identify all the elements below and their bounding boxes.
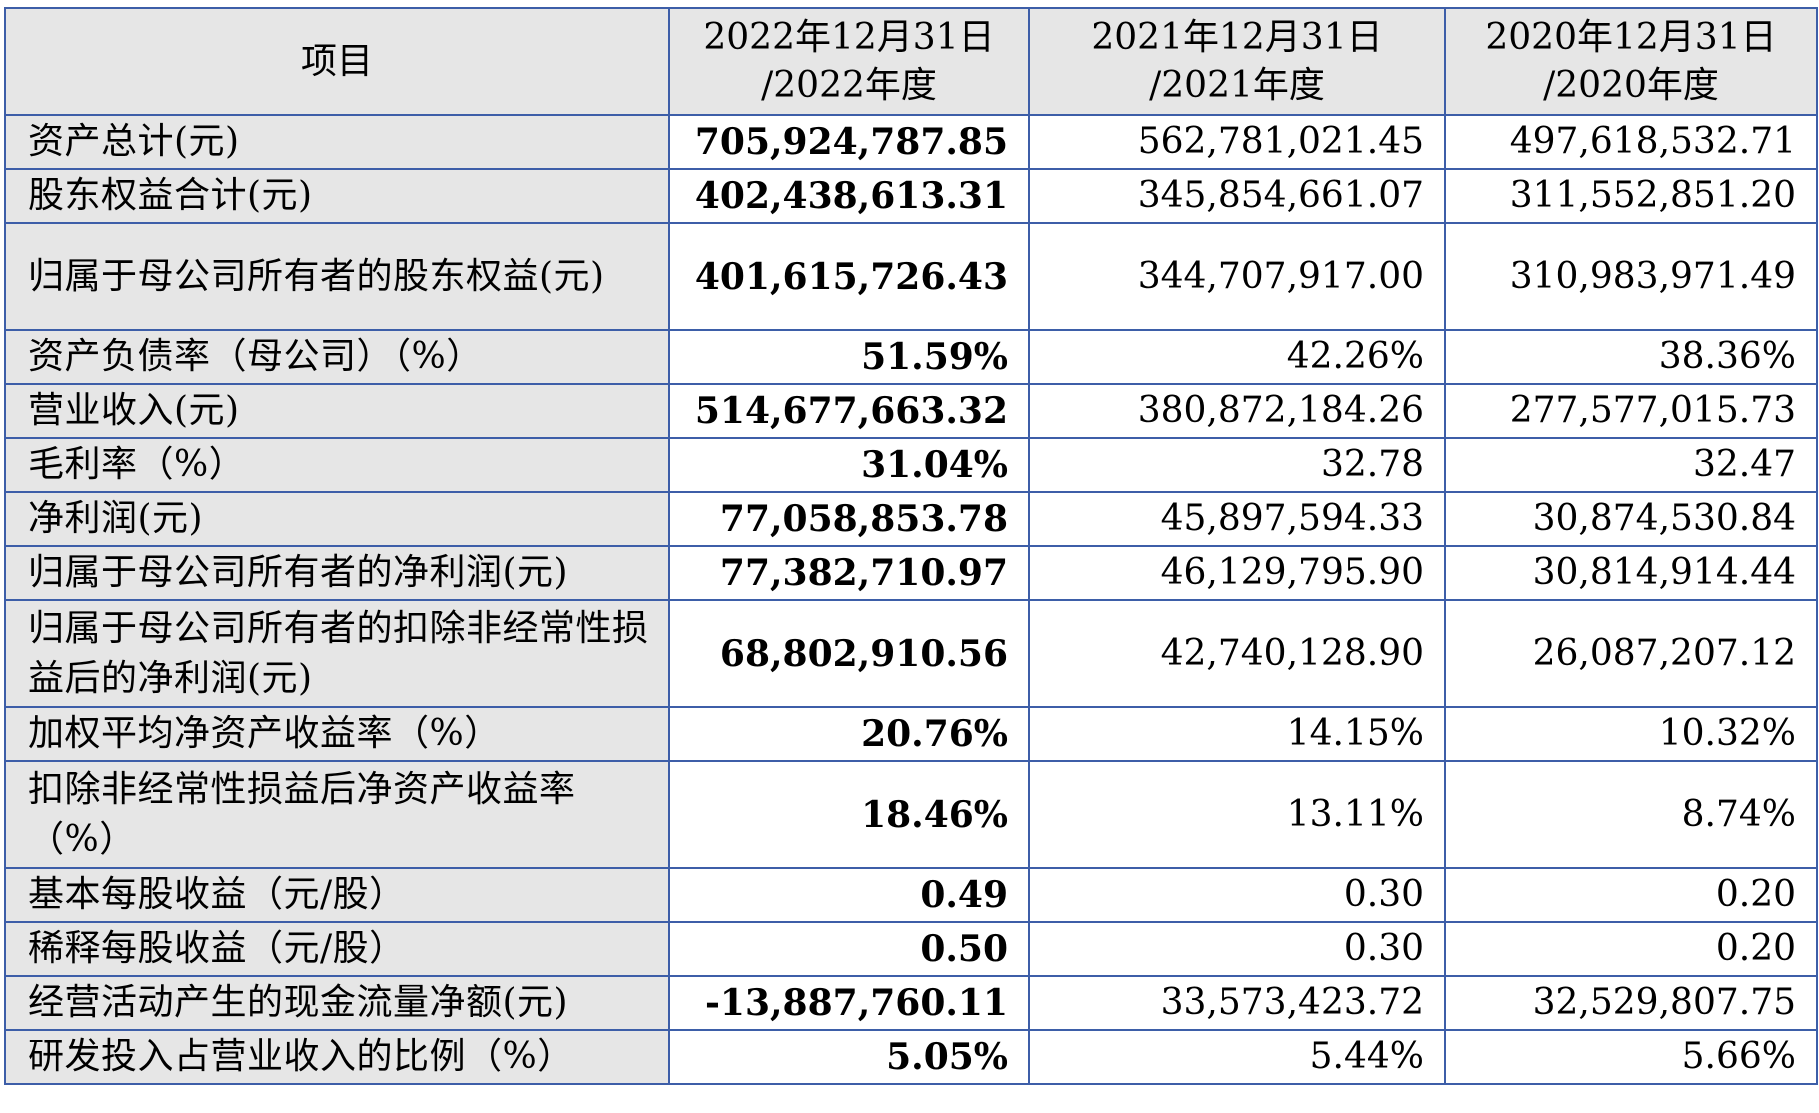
row-label: 扣除非经常性损益后净资产收益率（%）: [4, 760, 670, 869]
row-label: 营业收入(元): [4, 383, 670, 439]
value-2020: 38.36%: [1444, 329, 1818, 385]
table-row: 稀释每股收益（元/股） 0.50 0.30 0.20: [4, 921, 1818, 977]
table-row: 资产总计(元) 705,924,787.85 562,781,021.45 49…: [4, 114, 1818, 170]
value-2022: 705,924,787.85: [668, 114, 1030, 170]
value-2021: 562,781,021.45: [1028, 114, 1446, 170]
value-2021: 0.30: [1028, 867, 1446, 923]
value-2020: 497,618,532.71: [1444, 114, 1818, 170]
value-2020: 30,814,914.44: [1444, 545, 1818, 601]
value-2020: 10.32%: [1444, 706, 1818, 762]
value-2022: 18.46%: [668, 760, 1030, 869]
value-2022: 31.04%: [668, 437, 1030, 493]
value-2021: 14.15%: [1028, 706, 1446, 762]
header-item: 项目: [4, 7, 670, 116]
value-2021: 46,129,795.90: [1028, 545, 1446, 601]
row-label: 基本每股收益（元/股）: [4, 867, 670, 923]
value-2021: 344,707,917.00: [1028, 222, 1446, 331]
value-2020: 8.74%: [1444, 760, 1818, 869]
value-2021: 13.11%: [1028, 760, 1446, 869]
table-row: 归属于母公司所有者的净利润(元) 77,382,710.97 46,129,79…: [4, 545, 1818, 601]
value-2022: 5.05%: [668, 1029, 1030, 1085]
value-2022: 514,677,663.32: [668, 383, 1030, 439]
value-2022: 51.59%: [668, 329, 1030, 385]
value-2022: 68,802,910.56: [668, 599, 1030, 708]
row-label: 归属于母公司所有者的扣除非经常性损益后的净利润(元): [4, 599, 670, 708]
row-label: 加权平均净资产收益率（%）: [4, 706, 670, 762]
value-2021: 42.26%: [1028, 329, 1446, 385]
value-2021: 42,740,128.90: [1028, 599, 1446, 708]
value-2020: 0.20: [1444, 867, 1818, 923]
table-row: 毛利率（%） 31.04% 32.78 32.47: [4, 437, 1818, 493]
value-2020: 30,874,530.84: [1444, 491, 1818, 547]
value-2022: 77,058,853.78: [668, 491, 1030, 547]
header-2021: 2021年12月31日 /2021年度: [1028, 7, 1446, 116]
row-label: 研发投入占营业收入的比例（%）: [4, 1029, 670, 1085]
row-label: 毛利率（%）: [4, 437, 670, 493]
row-label: 归属于母公司所有者的净利润(元): [4, 545, 670, 601]
value-2020: 5.66%: [1444, 1029, 1818, 1085]
row-label: 归属于母公司所有者的股东权益(元): [4, 222, 670, 331]
value-2021: 32.78: [1028, 437, 1446, 493]
financial-table: 项目 2022年12月31日 /2022年度 2021年12月31日 /2021…: [4, 7, 1818, 1085]
header-2022: 2022年12月31日 /2022年度: [668, 7, 1030, 116]
row-label: 资产总计(元): [4, 114, 670, 170]
value-2020: 310,983,971.49: [1444, 222, 1818, 331]
table-row: 加权平均净资产收益率（%） 20.76% 14.15% 10.32%: [4, 706, 1818, 762]
value-2022: 0.49: [668, 867, 1030, 923]
value-2022: -13,887,760.11: [668, 975, 1030, 1031]
table-row: 扣除非经常性损益后净资产收益率（%） 18.46% 13.11% 8.74%: [4, 760, 1818, 869]
value-2021: 0.30: [1028, 921, 1446, 977]
table-row: 营业收入(元) 514,677,663.32 380,872,184.26 27…: [4, 383, 1818, 439]
table-row: 研发投入占营业收入的比例（%） 5.05% 5.44% 5.66%: [4, 1029, 1818, 1085]
value-2021: 33,573,423.72: [1028, 975, 1446, 1031]
value-2020: 0.20: [1444, 921, 1818, 977]
value-2021: 345,854,661.07: [1028, 168, 1446, 224]
financial-summary: 项目 2022年12月31日 /2022年度 2021年12月31日 /2021…: [4, 7, 1818, 1085]
row-label: 股东权益合计(元): [4, 168, 670, 224]
row-label: 资产负债率（母公司）（%）: [4, 329, 670, 385]
value-2020: 311,552,851.20: [1444, 168, 1818, 224]
table-row: 股东权益合计(元) 402,438,613.31 345,854,661.07 …: [4, 168, 1818, 224]
value-2021: 45,897,594.33: [1028, 491, 1446, 547]
table-row: 资产负债率（母公司）（%） 51.59% 42.26% 38.36%: [4, 329, 1818, 385]
table-row: 基本每股收益（元/股） 0.49 0.30 0.20: [4, 867, 1818, 923]
value-2021: 380,872,184.26: [1028, 383, 1446, 439]
row-label: 净利润(元): [4, 491, 670, 547]
table-row: 归属于母公司所有者的扣除非经常性损益后的净利润(元) 68,802,910.56…: [4, 599, 1818, 708]
value-2022: 402,438,613.31: [668, 168, 1030, 224]
header-row: 项目 2022年12月31日 /2022年度 2021年12月31日 /2021…: [4, 7, 1818, 116]
value-2020: 32,529,807.75: [1444, 975, 1818, 1031]
value-2021: 5.44%: [1028, 1029, 1446, 1085]
table-row: 经营活动产生的现金流量净额(元) -13,887,760.11 33,573,4…: [4, 975, 1818, 1031]
value-2022: 0.50: [668, 921, 1030, 977]
value-2020: 277,577,015.73: [1444, 383, 1818, 439]
value-2020: 26,087,207.12: [1444, 599, 1818, 708]
value-2022: 401,615,726.43: [668, 222, 1030, 331]
row-label: 稀释每股收益（元/股）: [4, 921, 670, 977]
value-2022: 77,382,710.97: [668, 545, 1030, 601]
table-row: 归属于母公司所有者的股东权益(元) 401,615,726.43 344,707…: [4, 222, 1818, 331]
table-row: 净利润(元) 77,058,853.78 45,897,594.33 30,87…: [4, 491, 1818, 547]
row-label: 经营活动产生的现金流量净额(元): [4, 975, 670, 1031]
header-2020: 2020年12月31日 /2020年度: [1444, 7, 1818, 116]
value-2020: 32.47: [1444, 437, 1818, 493]
value-2022: 20.76%: [668, 706, 1030, 762]
